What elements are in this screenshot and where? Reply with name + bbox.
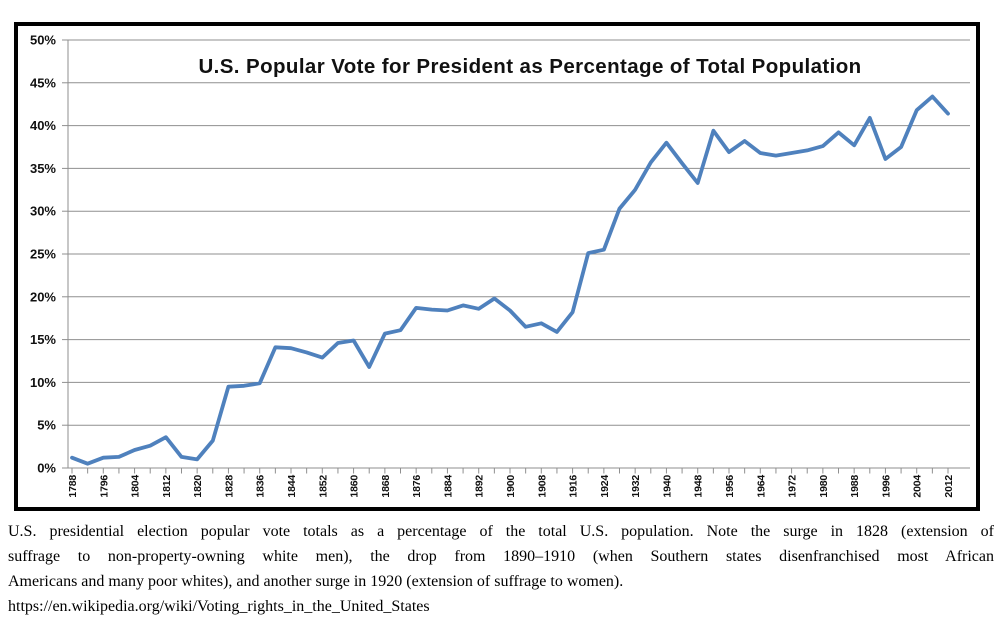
x-axis-label: 1788 bbox=[67, 475, 79, 498]
caption-line-2: suffrage to non-property-owning white me… bbox=[8, 548, 994, 565]
x-axis-label: 2004 bbox=[912, 475, 924, 498]
y-axis-label: 40% bbox=[30, 118, 56, 133]
x-axis-label: 1892 bbox=[474, 475, 486, 498]
y-axis-label: 25% bbox=[30, 247, 56, 262]
caption-line-3: Americans and many poor whites), and ano… bbox=[8, 573, 624, 590]
x-axis-label: 1972 bbox=[787, 475, 799, 498]
y-axis-label: 0% bbox=[37, 461, 56, 476]
source-url: https://en.wikipedia.org/wiki/Voting_rig… bbox=[8, 598, 430, 615]
x-axis-label: 1996 bbox=[880, 475, 892, 498]
x-axis-label: 1940 bbox=[661, 475, 673, 498]
y-axis-label: 15% bbox=[30, 332, 56, 347]
gridlines bbox=[68, 39, 970, 469]
x-axis-label: 1884 bbox=[442, 475, 454, 498]
x-axis-label: 1948 bbox=[693, 475, 705, 498]
x-axis-label: 1964 bbox=[755, 475, 767, 498]
x-axis-label: 1812 bbox=[161, 475, 173, 498]
x-axis-label: 1852 bbox=[317, 475, 329, 498]
x-axis-label: 1916 bbox=[568, 475, 580, 498]
chart-frame: 0% 5% 10% 15% 20% 25% 30% 35% 40% 45% 50% 1788 1796… bbox=[14, 22, 980, 511]
line-chart: 0% 5% 10% 15% 20% 25% 30% 35% 40% 45% 50% 1788 1796… bbox=[30, 33, 970, 498]
y-axis-labels: 0% 5% 10% 15% 20% 25% 30% 35% 40% 45% 50% bbox=[30, 33, 56, 476]
x-axis-label: 1828 bbox=[223, 475, 235, 498]
x-axis-label: 1988 bbox=[849, 475, 861, 498]
x-axis-label: 1956 bbox=[724, 475, 736, 498]
caption: U.S. presidential election popular vote … bbox=[8, 519, 994, 619]
x-axis-label: 1924 bbox=[599, 475, 611, 498]
y-axis-label: 5% bbox=[37, 418, 56, 433]
y-axis-label: 20% bbox=[30, 289, 56, 304]
data-line bbox=[70, 94, 950, 466]
x-axis-label: 2012 bbox=[943, 475, 955, 498]
x-axis-label: 1796 bbox=[98, 475, 110, 498]
x-axis-label: 1804 bbox=[130, 475, 142, 498]
y-axis-label: 10% bbox=[30, 375, 56, 390]
x-axis-labels: 1788 1796 1804 1812 1820 1828 1836 1844 1852 1860… bbox=[67, 475, 955, 498]
y-axis-label: 50% bbox=[30, 33, 56, 48]
x-axis-label: 1820 bbox=[192, 475, 204, 498]
x-axis-label: 1932 bbox=[630, 475, 642, 498]
x-axis-ticks bbox=[71, 468, 949, 474]
caption-line-1: U.S. presidential election popular vote … bbox=[8, 523, 994, 540]
x-axis-label: 1980 bbox=[818, 475, 830, 498]
axes bbox=[62, 39, 69, 469]
y-axis-label: 35% bbox=[30, 161, 56, 176]
x-axis-label: 1908 bbox=[536, 475, 548, 498]
x-axis-label: 1836 bbox=[255, 475, 267, 498]
x-axis-label: 1860 bbox=[349, 475, 361, 498]
x-axis-label: 1900 bbox=[505, 475, 517, 498]
y-axis-label: 45% bbox=[30, 75, 56, 90]
x-axis-label: 1868 bbox=[380, 475, 392, 498]
chart-title: U.S. Popular Vote for President as Perce… bbox=[198, 55, 861, 78]
x-axis-label: 1844 bbox=[286, 475, 298, 498]
x-axis-label: 1876 bbox=[411, 475, 423, 498]
y-axis-label: 30% bbox=[30, 204, 56, 219]
